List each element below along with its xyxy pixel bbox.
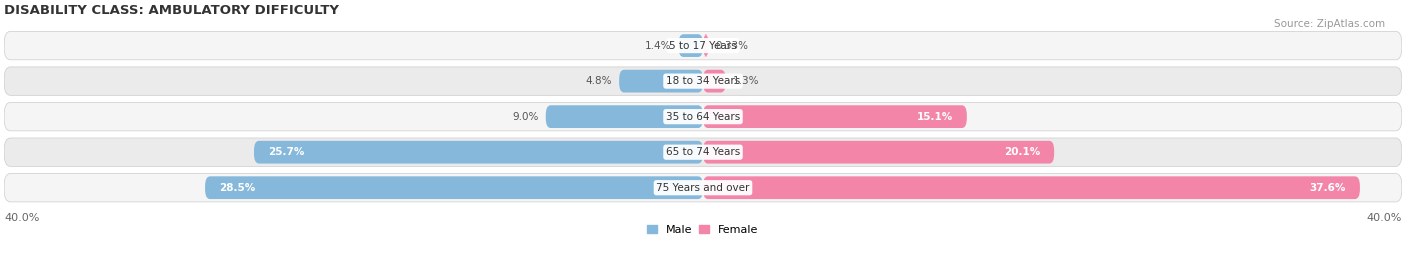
Text: 28.5%: 28.5% — [219, 183, 256, 193]
Text: Source: ZipAtlas.com: Source: ZipAtlas.com — [1274, 19, 1385, 29]
Text: 9.0%: 9.0% — [512, 112, 538, 122]
Text: 18 to 34 Years: 18 to 34 Years — [666, 76, 740, 86]
FancyBboxPatch shape — [703, 105, 967, 128]
FancyBboxPatch shape — [4, 102, 1402, 131]
FancyBboxPatch shape — [546, 105, 703, 128]
Text: 0.33%: 0.33% — [716, 40, 749, 51]
FancyBboxPatch shape — [205, 176, 703, 199]
Text: 15.1%: 15.1% — [917, 112, 953, 122]
Text: 1.4%: 1.4% — [645, 40, 672, 51]
Text: 4.8%: 4.8% — [586, 76, 612, 86]
FancyBboxPatch shape — [4, 138, 1402, 166]
Text: 35 to 64 Years: 35 to 64 Years — [666, 112, 740, 122]
FancyBboxPatch shape — [703, 34, 709, 57]
Text: 5 to 17 Years: 5 to 17 Years — [669, 40, 737, 51]
Text: 40.0%: 40.0% — [4, 213, 39, 223]
Legend: Male, Female: Male, Female — [643, 220, 763, 239]
Text: 40.0%: 40.0% — [1367, 213, 1402, 223]
FancyBboxPatch shape — [679, 34, 703, 57]
FancyBboxPatch shape — [619, 70, 703, 92]
FancyBboxPatch shape — [4, 31, 1402, 60]
FancyBboxPatch shape — [703, 176, 1360, 199]
Text: 20.1%: 20.1% — [1004, 147, 1040, 157]
Text: 65 to 74 Years: 65 to 74 Years — [666, 147, 740, 157]
Text: DISABILITY CLASS: AMBULATORY DIFFICULTY: DISABILITY CLASS: AMBULATORY DIFFICULTY — [4, 4, 339, 17]
FancyBboxPatch shape — [4, 67, 1402, 95]
FancyBboxPatch shape — [703, 70, 725, 92]
Text: 1.3%: 1.3% — [733, 76, 759, 86]
FancyBboxPatch shape — [254, 141, 703, 163]
Text: 75 Years and over: 75 Years and over — [657, 183, 749, 193]
FancyBboxPatch shape — [4, 173, 1402, 202]
FancyBboxPatch shape — [703, 141, 1054, 163]
Text: 25.7%: 25.7% — [269, 147, 304, 157]
Text: 37.6%: 37.6% — [1309, 183, 1346, 193]
